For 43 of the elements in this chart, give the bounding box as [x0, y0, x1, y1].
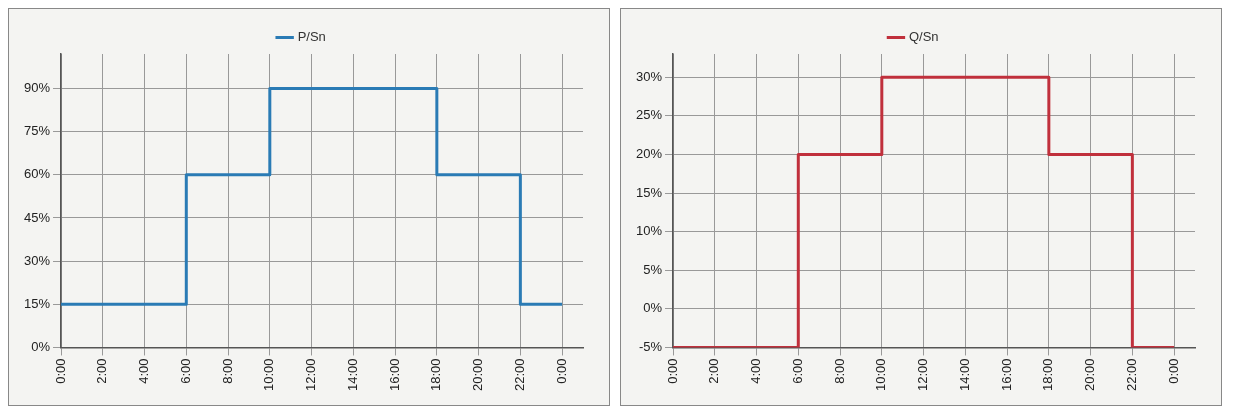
- x-tick-label: 20:00: [470, 358, 486, 392]
- x-tick-label: 10:00: [873, 358, 889, 392]
- y-tick-label: -5%: [638, 339, 663, 355]
- x-tick-label: 14:00: [344, 358, 360, 392]
- legend-label: Q/Sn: [908, 29, 939, 45]
- y-tick-label: 0%: [643, 300, 663, 316]
- x-tick-label: 4:00: [748, 358, 764, 384]
- x-tick-label: 0:00: [664, 358, 680, 384]
- x-tick-label: 4:00: [136, 358, 152, 384]
- legend-label: P/Sn: [297, 29, 326, 45]
- x-tick-label: 0:00: [52, 358, 68, 384]
- x-tick-label: 6:00: [789, 358, 805, 384]
- y-tick-label: 60%: [23, 166, 51, 182]
- y-tick-label: 25%: [635, 107, 663, 123]
- y-tick-label: 45%: [23, 209, 51, 225]
- x-tick-label: 10:00: [261, 358, 277, 392]
- y-tick-label: 20%: [635, 145, 663, 161]
- x-tick-label: 0:00: [553, 358, 569, 384]
- y-tick-label: 30%: [23, 252, 51, 268]
- x-tick-label: 12:00: [915, 358, 931, 392]
- y-tick-label: 15%: [635, 184, 663, 200]
- y-tick-label: 5%: [643, 261, 663, 277]
- x-tick-label: 12:00: [303, 358, 319, 392]
- x-tick-label: 2:00: [706, 358, 722, 384]
- y-tick-label: 30%: [635, 68, 663, 84]
- y-tick-label: 90%: [23, 80, 51, 96]
- x-tick-label: 20:00: [1082, 358, 1098, 392]
- y-tick-label: 10%: [635, 223, 663, 239]
- x-tick-label: 6:00: [177, 358, 193, 384]
- x-tick-label: 2:00: [94, 358, 110, 384]
- y-tick-label: 0%: [31, 339, 51, 355]
- x-tick-label: 8:00: [219, 358, 235, 384]
- x-tick-label: 16:00: [998, 358, 1014, 392]
- x-tick-label: 16:00: [386, 358, 402, 392]
- y-tick-label: 75%: [23, 123, 51, 139]
- x-tick-label: 8:00: [831, 358, 847, 384]
- x-tick-label: 18:00: [428, 358, 444, 392]
- x-tick-label: 18:00: [1040, 358, 1056, 392]
- x-tick-label: 22:00: [1123, 358, 1139, 392]
- x-tick-label: 22:00: [511, 358, 527, 392]
- y-tick-label: 15%: [23, 295, 51, 311]
- x-tick-label: 0:00: [1165, 358, 1181, 384]
- x-tick-label: 14:00: [956, 358, 972, 392]
